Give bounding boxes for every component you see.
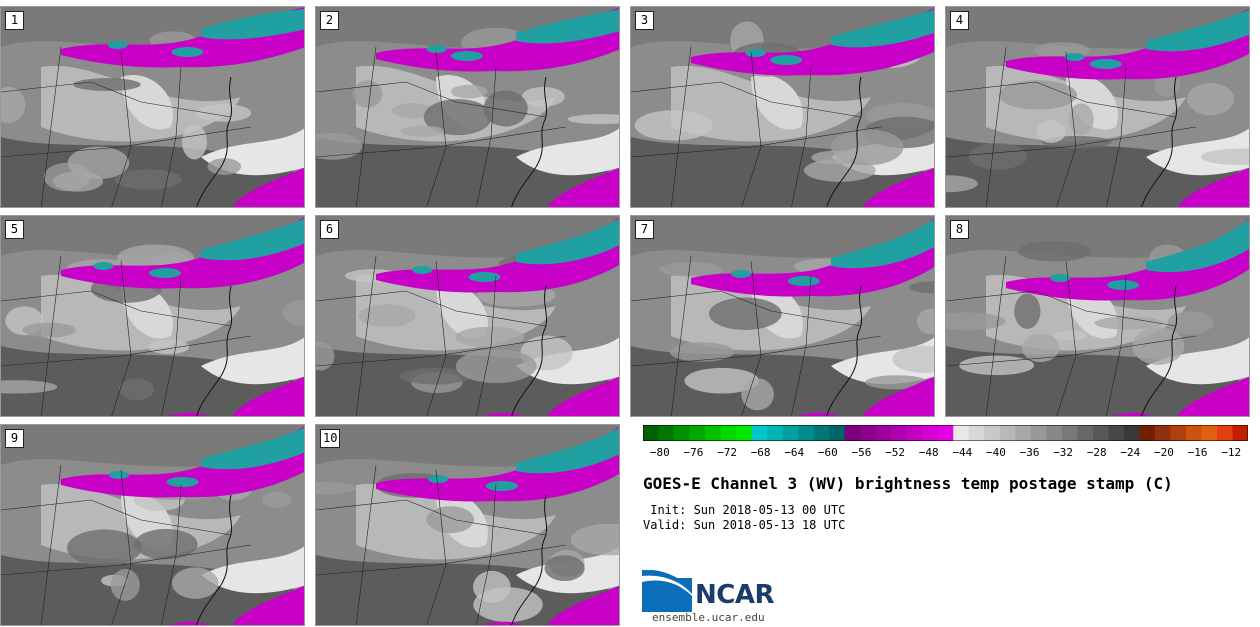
stamp-panel: 7: [630, 215, 935, 417]
wv-map: [316, 425, 619, 625]
stamp-panel: 6: [315, 215, 620, 417]
colorbar-tick-label: −68: [750, 446, 771, 459]
colorbar-bin: [643, 425, 660, 441]
colorbar-bin: [736, 425, 753, 441]
stamp-panel: 1: [0, 6, 305, 208]
valid-time: Valid: Sun 2018-05-13 18 UTC: [643, 518, 846, 532]
colorbar-tick-label: −72: [717, 446, 737, 459]
colorbar: [643, 425, 1248, 441]
colorbar-bin: [937, 425, 954, 441]
colorbar-bin: [1046, 425, 1063, 441]
stamp-panel: 2: [315, 6, 620, 208]
colorbar-bin: [1170, 425, 1187, 441]
colorbar-tick-label: −12: [1221, 446, 1242, 459]
init-time: Init: Sun 2018-05-13 00 UTC: [643, 503, 846, 517]
panel-number: 9: [5, 429, 24, 448]
wv-map: [1, 7, 304, 207]
panel-number: 4: [950, 11, 969, 30]
colorbar-bin: [860, 425, 877, 441]
colorbar-bin: [767, 425, 784, 441]
colorbar-bin: [751, 425, 768, 441]
panel-number: 3: [635, 11, 654, 30]
colorbar-bin: [906, 425, 923, 441]
colorbar-bin: [1030, 425, 1047, 441]
colorbar-tick-label: −16: [1187, 446, 1208, 459]
colorbar-bin: [891, 425, 908, 441]
colorbar-bin: [782, 425, 799, 441]
wv-map: [946, 7, 1249, 207]
colorbar-bin: [720, 425, 737, 441]
wv-map: [946, 216, 1249, 416]
colorbar-bin: [1185, 425, 1202, 441]
panel-number: 6: [320, 220, 339, 239]
panel-number: 8: [950, 220, 969, 239]
colorbar-bin: [658, 425, 675, 441]
colorbar-tick-label: −56: [851, 446, 872, 459]
colorbar-bin: [705, 425, 722, 441]
stamp-panel: 3: [630, 6, 935, 208]
wv-map: [316, 216, 619, 416]
colorbar-tick-label: −48: [918, 446, 939, 459]
colorbar-tick-label: −52: [885, 446, 906, 459]
colorbar-bin: [999, 425, 1016, 441]
stamp-panel: 9: [0, 424, 305, 626]
colorbar-bin: [813, 425, 830, 441]
colorbar-bin: [798, 425, 815, 441]
wv-map: [316, 7, 619, 207]
colorbar-bin: [1154, 425, 1171, 441]
colorbar-bin: [1216, 425, 1233, 441]
colorbar-tick-label: −60: [817, 446, 838, 459]
panel-number: 7: [635, 220, 654, 239]
colorbar-bin: [1232, 425, 1248, 441]
colorbar-bin: [829, 425, 846, 441]
colorbar-tick-label: −28: [1086, 446, 1107, 459]
colorbar-bin: [1123, 425, 1140, 441]
colorbar-bin: [1061, 425, 1078, 441]
colorbar-bin: [1201, 425, 1218, 441]
ncar-logo-icon: [642, 570, 692, 612]
colorbar-bin: [968, 425, 985, 441]
colorbar-tick-label: −36: [1019, 446, 1040, 459]
panel-number: 10: [320, 429, 341, 448]
figure-title: GOES-E Channel 3 (WV) brightness temp po…: [643, 474, 1173, 493]
colorbar-bin: [1015, 425, 1032, 441]
colorbar-bin: [875, 425, 892, 441]
stamp-panel: 4: [945, 6, 1250, 208]
footer-url: ensemble.ucar.edu: [652, 611, 765, 624]
colorbar-tick-label: −76: [683, 446, 704, 459]
colorbar-bin: [1092, 425, 1109, 441]
stamp-panel: 5: [0, 215, 305, 417]
wv-map: [1, 425, 304, 625]
colorbar-bin: [922, 425, 939, 441]
colorbar-bin: [984, 425, 1001, 441]
colorbar-bin: [1108, 425, 1125, 441]
colorbar-bin: [674, 425, 691, 441]
colorbar-tick-label: −80: [649, 446, 670, 459]
colorbar-bin: [1077, 425, 1094, 441]
wv-map: [1, 216, 304, 416]
colorbar-tick-label: −32: [1053, 446, 1074, 459]
wv-map: [631, 216, 934, 416]
colorbar-tick-label: −44: [952, 446, 973, 459]
colorbar-bin: [1139, 425, 1156, 441]
wv-map: [631, 7, 934, 207]
ncar-logo-text: NCAR: [695, 580, 774, 610]
colorbar-bin: [953, 425, 970, 441]
panel-number: 1: [5, 11, 24, 30]
panel-number: 2: [320, 11, 339, 30]
panel-number: 5: [5, 220, 24, 239]
colorbar-tick-label: −64: [784, 446, 805, 459]
colorbar-tick-label: −20: [1154, 446, 1174, 459]
colorbar-tick-label: −24: [1120, 446, 1141, 459]
colorbar-tick-label: −40: [985, 446, 1006, 459]
colorbar-bin: [689, 425, 706, 441]
stamp-panel: 10: [315, 424, 620, 626]
colorbar-bin: [844, 425, 861, 441]
stamp-panel: 8: [945, 215, 1250, 417]
